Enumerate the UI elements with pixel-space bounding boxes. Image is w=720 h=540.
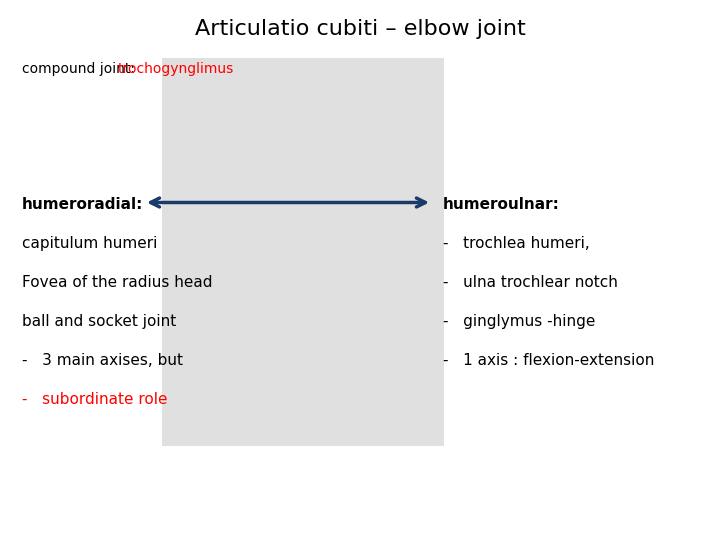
Text: -   3 main axises, but: - 3 main axises, but [22, 353, 183, 368]
Text: humeroulnar:: humeroulnar: [443, 197, 559, 212]
Text: Articulatio cubiti – elbow joint: Articulatio cubiti – elbow joint [194, 19, 526, 39]
Text: capitulum humeri: capitulum humeri [22, 236, 157, 251]
FancyArrowPatch shape [150, 198, 426, 207]
Text: ball and socket joint: ball and socket joint [22, 314, 176, 329]
Text: -   subordinate role: - subordinate role [22, 392, 167, 407]
Text: -   ginglymus -hinge: - ginglymus -hinge [443, 314, 595, 329]
Text: humeroradial:: humeroradial: [22, 197, 143, 212]
Text: Fovea of the radius head: Fovea of the radius head [22, 275, 212, 290]
FancyBboxPatch shape [162, 58, 444, 446]
Text: -   1 axis : flexion-extension: - 1 axis : flexion-extension [443, 353, 654, 368]
Text: compound joint:: compound joint: [22, 62, 135, 76]
Text: trochogynglimus: trochogynglimus [117, 62, 233, 76]
Text: -   ulna trochlear notch: - ulna trochlear notch [443, 275, 618, 290]
Text: -   trochlea humeri,: - trochlea humeri, [443, 236, 590, 251]
